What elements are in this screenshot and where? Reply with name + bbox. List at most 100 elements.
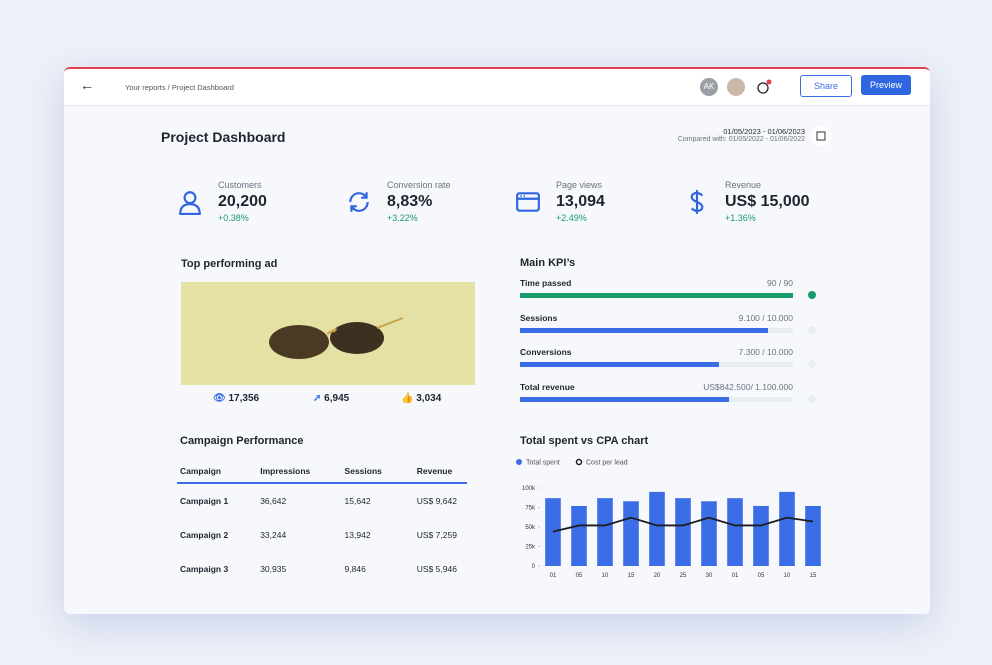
metric-value: US$ 15,000: [725, 193, 810, 210]
back-arrow[interactable]: ←: [80, 77, 94, 93]
table-cell: 15,642: [344, 495, 371, 506]
campaign-table: Campaign Impressions Sessions Revenue Campai…: [177, 459, 467, 587]
x-tick-label: 01: [732, 573, 739, 579]
legend-marker: [575, 458, 583, 466]
table-cell: 33,244: [260, 529, 287, 540]
calendar-button[interactable]: [810, 125, 832, 147]
chat-icon[interactable]: [756, 79, 772, 95]
kpi-name: Sessions: [520, 312, 558, 323]
shares-stat: ➚ 6,945: [313, 393, 350, 404]
kpi-bar: [520, 327, 769, 333]
column-header: Campaign: [180, 465, 222, 476]
bar: [571, 505, 587, 566]
kpi-status: [808, 291, 816, 299]
legend-marker: [516, 459, 522, 465]
metric-label: Page views: [556, 180, 603, 190]
compared-range: Compared with: 01/05/2022 - 01/06/2022: [677, 136, 805, 143]
line: [552, 516, 814, 533]
x-tick-label: 15: [810, 573, 817, 579]
kpi-track: [520, 362, 793, 367]
legend-label: Cost per lead: [586, 460, 628, 467]
x-tick-label: 01: [550, 573, 557, 579]
preview-button[interactable]: Preview: [861, 75, 911, 95]
kpi-track: [520, 293, 793, 298]
shares: 6,945: [324, 393, 350, 404]
views-stat: 👁 17,356: [213, 393, 260, 404]
share-button[interactable]: Share: [800, 75, 852, 97]
kpi-track: [520, 327, 793, 333]
kpi-status: [808, 394, 816, 403]
x-tick-label: 10: [602, 573, 609, 579]
x-tick-label: 15: [628, 573, 635, 579]
table-cell: 30,935: [260, 564, 287, 575]
y-tick-label: 100k: [522, 486, 536, 492]
x-tick-label: 20: [654, 573, 661, 579]
bar: [805, 505, 821, 566]
table-cell: US$ 9,642: [416, 495, 457, 506]
table-cell: 36,642: [260, 495, 287, 506]
y-tick-label: 75k: [525, 506, 536, 512]
metric-icon: [346, 189, 372, 215]
metric-icon: [515, 189, 541, 215]
chart: 0 25k 50k 75k 100k Total spent Cost per lead 01…: [516, 458, 821, 579]
metric-value: 13,094: [556, 193, 605, 210]
kpi-name: Total revenue: [520, 381, 575, 392]
metric-label: Conversion rate: [387, 180, 451, 190]
section-title: Top performing ad: [181, 258, 278, 270]
y-tick-label: 25k: [525, 545, 536, 551]
legend-label: Total spent: [526, 460, 560, 467]
kpi-track: [520, 396, 793, 402]
metric-value: 20,200: [218, 193, 267, 210]
chart-title: Total spent vs CPA chart: [520, 435, 649, 447]
kpi-label: 7.300 / 10.000: [738, 347, 793, 357]
kpi-status: [808, 325, 816, 334]
column-header: Impressions: [260, 465, 311, 476]
likes: 3,034: [416, 393, 442, 404]
bar: [701, 501, 717, 566]
table-cell: 13,942: [344, 529, 371, 540]
table-cell: Campaign 1: [180, 495, 229, 506]
kpi-label: 90 / 90: [767, 278, 793, 288]
avatar-photo[interactable]: [727, 78, 745, 96]
x-tick-label: 05: [758, 573, 765, 579]
table-cell: US$ 5,946: [416, 564, 457, 575]
bar: [727, 498, 743, 566]
date-range[interactable]: 01/05/2023 - 01/06/2023: [723, 127, 805, 136]
bar: [597, 498, 613, 566]
metric-value: 8,83%: [387, 193, 433, 210]
section-title: Main KPI’s: [520, 257, 576, 269]
x-tick-label: 30: [706, 573, 713, 579]
x-tick-label: 05: [576, 573, 583, 579]
metric-change: +1.36%: [725, 213, 756, 223]
metric-change: +2.49%: [556, 213, 587, 223]
metric-icon: [684, 189, 710, 215]
metric-label: Customers: [218, 180, 262, 190]
kpi-bar: [520, 293, 793, 298]
metric-icon: [177, 189, 203, 215]
likes-stat: 👍 3,034: [401, 393, 442, 404]
bar: [779, 491, 795, 566]
table-cell: Campaign 3: [180, 564, 229, 575]
page-title: Project Dashboard: [161, 129, 286, 145]
ad-image: [181, 282, 475, 385]
y-tick-label: 0: [532, 564, 536, 570]
bar: [753, 505, 769, 566]
kpi-status: [808, 360, 816, 368]
kpi-name: Conversions: [520, 347, 572, 357]
table-cell: Campaign 2: [180, 529, 229, 540]
bar: [623, 501, 639, 566]
metric-change: +0.38%: [218, 213, 249, 223]
table-cell: 9,846: [344, 564, 366, 575]
views: 17,356: [228, 393, 260, 404]
breadcrumb[interactable]: Your reports / Project Dashboard: [125, 83, 234, 92]
avatar[interactable]: AK: [700, 78, 718, 96]
table-cell: US$ 7,259: [416, 529, 457, 540]
kpi-bar: [520, 396, 730, 402]
x-tick-label: 10: [784, 573, 791, 579]
section-title: Campaign Performance: [180, 435, 304, 447]
column-header: Revenue: [416, 465, 453, 476]
kpi-name: Time passed: [520, 278, 572, 288]
metric-label: Revenue: [725, 180, 762, 190]
metric-change: +3.22%: [387, 213, 418, 223]
